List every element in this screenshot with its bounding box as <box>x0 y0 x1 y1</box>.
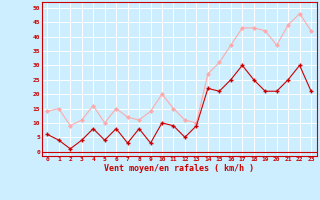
X-axis label: Vent moyen/en rafales ( km/h ): Vent moyen/en rafales ( km/h ) <box>104 164 254 173</box>
